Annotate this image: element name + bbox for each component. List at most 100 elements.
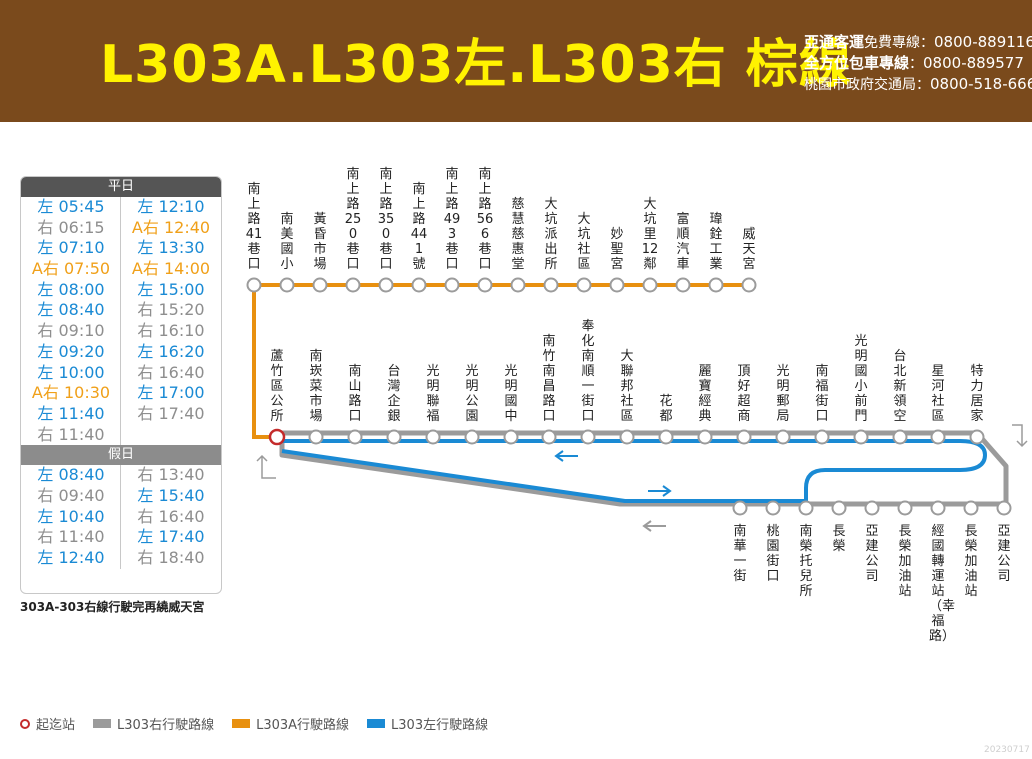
stop-marker	[378, 277, 394, 293]
stop-marker	[345, 277, 361, 293]
departure-time: 左 17:40	[137, 527, 205, 547]
contact-note: 免費專線：	[864, 35, 935, 51]
stop-label: 頂好超商	[737, 364, 751, 424]
route-title: L303A.L303左.L303右 棕線	[100, 35, 852, 95]
stop-label: 南上路566巷口	[476, 167, 494, 272]
departure-time: 左 15:00	[137, 279, 205, 299]
stop-marker	[798, 500, 814, 516]
departure-time: 左 12:40	[37, 548, 105, 567]
stop-marker	[930, 429, 946, 445]
route-map	[246, 277, 1028, 532]
contact-note: ：	[909, 56, 924, 72]
stop-label: 南上路441號	[410, 182, 428, 272]
departure-time: 右 17:40	[137, 403, 205, 423]
stop-marker	[853, 429, 869, 445]
timetable-note: 303A-303右線行駛完再繞威天宮	[20, 600, 205, 614]
stop-marker	[347, 429, 363, 445]
departure-time: 左 15:40	[137, 485, 205, 505]
stop-label: 桃園街口	[766, 524, 780, 584]
stop-marker	[969, 429, 985, 445]
stop-label: 長榮加油站	[898, 524, 912, 599]
stop-marker	[308, 429, 324, 445]
column-divider	[120, 465, 121, 569]
timetable-panel: 平日 左 05:45 右 06:15 左 07:10 A右 07:50 左 08:00 左…	[20, 176, 222, 594]
departure-time: 右 15:20	[137, 300, 205, 320]
stop-marker	[963, 500, 979, 516]
stop-label: 光明郵局	[776, 364, 790, 424]
stop-marker	[642, 277, 658, 293]
stop-label: 南山路口	[348, 364, 362, 424]
terminal-marker-icon	[20, 718, 30, 729]
departure-time: 左 16:20	[137, 341, 205, 361]
stop-marker	[619, 429, 635, 445]
contact-line-1: 亞通客運免費專線：0800-889116	[804, 32, 1032, 53]
stop-marker	[930, 500, 946, 516]
legend-swatch-left	[367, 719, 386, 728]
stop-marker	[444, 277, 460, 293]
stop-marker	[708, 277, 724, 293]
column-divider	[120, 197, 121, 446]
contact-line-2: 全方位包車專線：0800-889577	[804, 53, 1032, 74]
departure-time: 右 09:40	[37, 485, 105, 505]
contact-name: 亞通客運	[804, 33, 865, 51]
stop-marker	[279, 277, 295, 293]
direction-arrow-icon	[1012, 424, 1028, 448]
legend: 起迄站 L303右行駛路線 L303A行駛路線 L303左行駛路線	[20, 714, 488, 733]
stop-label: 富順汽車	[676, 212, 690, 272]
stop-marker	[576, 277, 592, 293]
departure-time: 左 12:10	[137, 197, 205, 216]
departure-time: 左 10:00	[37, 362, 105, 382]
stop-label: 南上路41巷口	[245, 182, 263, 272]
legend-a: L303A行駛路線	[256, 718, 350, 733]
departure-time: 右 13:40	[137, 465, 205, 485]
terminal-stop-marker	[268, 428, 286, 446]
stop-label: 南上路250巷口	[344, 167, 362, 272]
stop-label: 大坑里12鄰	[641, 197, 659, 272]
stop-label: 長榮	[832, 524, 846, 554]
stop-label: 南上路350巷口	[377, 167, 395, 272]
stop-label: 經國轉運站（幸福路）	[929, 524, 956, 644]
holiday-heading: 假日	[21, 445, 221, 466]
departure-time: 左 17:00	[137, 383, 205, 403]
stop-label: 光明國中	[504, 364, 518, 424]
stop-label: 星河社區	[931, 364, 945, 424]
stop-marker	[996, 500, 1012, 516]
departure-time: 左 07:10	[37, 238, 105, 258]
stop-marker	[658, 429, 674, 445]
stop-label: 黃昏市場	[313, 212, 327, 272]
stop-marker	[609, 277, 625, 293]
departure-time: 左 11:40	[37, 403, 105, 423]
stop-label: 光明聯福	[426, 364, 440, 424]
contact-phone: 0800-518-666	[930, 75, 1032, 93]
stop-label: 威天宮	[742, 227, 756, 272]
stop-marker	[864, 500, 880, 516]
legend-swatch-a	[232, 719, 251, 728]
stop-marker	[425, 429, 441, 445]
departure-time: 右 06:15	[37, 217, 105, 237]
stop-label: 奉化南順一街口	[581, 319, 595, 424]
stop-marker	[541, 429, 557, 445]
weekday-column-2: 左 12:10 A右 12:40 左 13:30 A右 14:00 左 15:00 右 1…	[121, 197, 221, 445]
stop-label: 大坑社區	[577, 212, 591, 272]
header-banner: L303A.L303左.L303右 棕線 亞通客運免費專線：0800-88911…	[0, 0, 1032, 122]
legend-swatch-right	[93, 719, 112, 728]
departure-time: 右 16:40	[137, 506, 205, 526]
stop-label: 光明公園	[465, 364, 479, 424]
direction-arrow-icon	[256, 454, 276, 479]
departure-time: 左 08:40	[37, 465, 105, 485]
stop-label: 南華一街	[733, 524, 747, 584]
contact-name: 全方位包車專線	[804, 54, 910, 72]
stop-marker	[814, 429, 830, 445]
stop-label: 南竹南昌路口	[542, 334, 556, 424]
stop-marker	[675, 277, 691, 293]
direction-arrow-icon	[642, 520, 666, 532]
contact-note: 桃園市政府交通局：	[804, 77, 930, 93]
stop-label: 大聯邦社區	[620, 349, 634, 424]
stop-label: 麗寶經典	[698, 364, 712, 424]
stop-marker	[897, 500, 913, 516]
stop-marker	[246, 277, 262, 293]
stop-label: 慈慧慈惠堂	[511, 197, 525, 272]
stop-label: 南美國小	[280, 212, 294, 272]
legend-left: L303左行駛路線	[391, 718, 489, 733]
departure-time: 左 10:40	[37, 506, 105, 526]
